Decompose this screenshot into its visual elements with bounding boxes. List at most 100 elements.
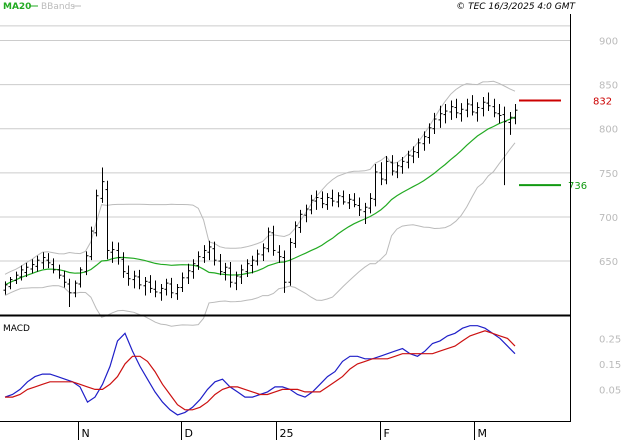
macd-panel-title: MACD	[3, 324, 30, 334]
candle	[492, 98, 497, 118]
candle	[266, 227, 271, 253]
price-tick-label: 700	[599, 213, 618, 224]
candle	[186, 263, 191, 284]
candles-layer	[3, 92, 518, 307]
time-tick-label: N	[82, 427, 90, 440]
candle	[202, 245, 207, 263]
candle	[239, 264, 244, 284]
candle	[508, 111, 513, 135]
candle	[422, 131, 427, 151]
candle	[347, 194, 352, 209]
candle	[465, 98, 470, 118]
macd-line	[4, 325, 516, 416]
candle	[94, 189, 99, 237]
candle	[51, 258, 56, 274]
macd-signal-line	[5, 330, 516, 411]
candle	[379, 162, 384, 186]
ma20-layer	[4, 116, 516, 286]
candle	[400, 156, 405, 174]
candle	[368, 193, 373, 214]
candle	[137, 269, 142, 290]
candle	[298, 209, 303, 233]
candle	[336, 192, 341, 208]
candle	[196, 251, 201, 270]
frame-layer	[0, 14, 571, 422]
candle	[352, 193, 357, 208]
resistance-level-label: 832	[593, 96, 612, 107]
candle	[223, 262, 228, 281]
candle	[212, 241, 217, 266]
candle	[320, 191, 325, 209]
price-tick-label: 800	[599, 125, 618, 136]
candle	[395, 162, 400, 179]
bollinger-lower-line	[4, 142, 516, 327]
candle	[8, 276, 13, 290]
candle	[427, 123, 432, 144]
candle	[406, 150, 411, 169]
candle	[449, 100, 454, 120]
legend-ma20-label: MA20	[3, 2, 31, 12]
candle	[89, 226, 94, 261]
price-tick-label: 900	[599, 36, 618, 47]
macd-tick-label: 0.05	[599, 385, 621, 396]
candle	[486, 92, 491, 112]
price-tick-label: 750	[599, 169, 618, 180]
candle	[293, 221, 298, 248]
time-tick-label: F	[384, 427, 390, 440]
support-level-label: 736	[568, 181, 587, 192]
candle	[191, 259, 196, 279]
candle	[443, 104, 448, 124]
candle	[164, 278, 169, 296]
candle	[454, 98, 459, 119]
candle	[228, 261, 233, 288]
candle	[116, 242, 121, 265]
candle	[314, 190, 319, 210]
macd-tick-label: 0.15	[599, 360, 621, 371]
ma20-line	[4, 116, 516, 286]
candle	[126, 265, 131, 286]
candle	[373, 164, 378, 207]
candle	[105, 180, 110, 260]
candle	[459, 103, 464, 122]
candle	[143, 276, 148, 296]
candle	[121, 252, 126, 278]
candle	[384, 156, 389, 185]
candle	[481, 96, 486, 117]
candle	[218, 254, 223, 276]
candle	[41, 252, 46, 269]
candle	[271, 225, 276, 256]
copyright-text: © TEC 16/3/2025 4:0 GMT	[456, 2, 576, 12]
candle	[30, 259, 35, 274]
candle	[513, 104, 518, 125]
candle	[234, 271, 239, 291]
candle	[390, 155, 395, 176]
macd-layer: 0.05 0.15 0.25	[4, 325, 621, 416]
bollinger-upper-line	[4, 80, 516, 275]
candle	[363, 202, 368, 224]
candle	[14, 271, 19, 284]
candle	[110, 241, 115, 263]
candle	[502, 106, 507, 186]
grid-layer: 650 700 750 800 850 900	[0, 25, 618, 268]
macd-tick-label: 0.25	[599, 334, 621, 345]
candle	[325, 193, 330, 210]
candle	[416, 138, 421, 158]
candle	[432, 112, 437, 134]
legend-bbands-label: BBands	[41, 2, 75, 12]
candle	[62, 270, 67, 288]
time-tick-label: D	[185, 427, 193, 440]
candle	[100, 167, 105, 203]
price-tick-label: 850	[599, 81, 618, 92]
time-tick-label: M	[478, 427, 488, 440]
candle	[57, 264, 62, 279]
price-tick-label: 650	[599, 257, 618, 268]
candle	[169, 277, 174, 299]
candle	[309, 194, 314, 215]
candle	[78, 267, 83, 288]
bollinger-bands-layer	[4, 80, 516, 327]
candle	[282, 250, 287, 293]
time-tick-label: 25	[280, 427, 294, 440]
candle	[67, 278, 72, 307]
